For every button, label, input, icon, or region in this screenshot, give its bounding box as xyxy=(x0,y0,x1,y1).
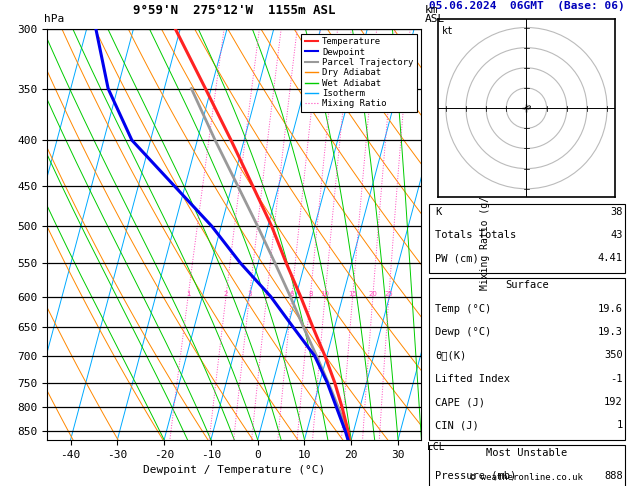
Text: -1: -1 xyxy=(610,374,623,384)
Legend: Temperature, Dewpoint, Parcel Trajectory, Dry Adiabat, Wet Adiabat, Isotherm, Mi: Temperature, Dewpoint, Parcel Trajectory… xyxy=(301,34,417,112)
Text: 05.06.2024  06GMT  (Base: 06): 05.06.2024 06GMT (Base: 06) xyxy=(429,1,625,12)
Text: Surface: Surface xyxy=(505,280,548,291)
Bar xyxy=(429,445,625,486)
Text: θᴇ(K): θᴇ(K) xyxy=(435,350,466,361)
Text: Temp (°C): Temp (°C) xyxy=(435,304,491,314)
Text: Totals Totals: Totals Totals xyxy=(435,230,516,240)
Text: 38: 38 xyxy=(610,207,623,217)
Text: LCL: LCL xyxy=(427,442,445,452)
Text: Most Unstable: Most Unstable xyxy=(486,448,567,458)
Text: 25: 25 xyxy=(384,291,393,296)
Text: 1: 1 xyxy=(186,291,191,296)
Text: 19.3: 19.3 xyxy=(598,327,623,337)
Text: 15: 15 xyxy=(348,291,357,296)
Text: 192: 192 xyxy=(604,397,623,407)
Text: 1: 1 xyxy=(616,420,623,431)
Text: 6: 6 xyxy=(289,291,294,296)
Text: 19.6: 19.6 xyxy=(598,304,623,314)
Bar xyxy=(429,278,625,440)
Text: 4.41: 4.41 xyxy=(598,253,623,263)
Text: kt: kt xyxy=(442,26,454,35)
Text: 9°59'N  275°12'W  1155m ASL: 9°59'N 275°12'W 1155m ASL xyxy=(133,4,335,17)
Text: km
ASL: km ASL xyxy=(425,5,445,24)
Text: 8: 8 xyxy=(308,291,313,296)
Text: Lifted Index: Lifted Index xyxy=(435,374,509,384)
Text: © weatheronline.co.uk: © weatheronline.co.uk xyxy=(470,473,583,482)
Text: PW (cm): PW (cm) xyxy=(435,253,479,263)
Text: 20: 20 xyxy=(369,291,377,296)
Text: 43: 43 xyxy=(610,230,623,240)
Text: Dewp (°C): Dewp (°C) xyxy=(435,327,491,337)
Text: Mixing Ratio (g/kg): Mixing Ratio (g/kg) xyxy=(480,179,490,290)
Text: hPa: hPa xyxy=(44,14,64,24)
Text: 2: 2 xyxy=(224,291,228,296)
Text: 350: 350 xyxy=(604,350,623,361)
Text: CAPE (J): CAPE (J) xyxy=(435,397,485,407)
Text: 10: 10 xyxy=(321,291,330,296)
Text: Pressure (mb): Pressure (mb) xyxy=(435,471,516,481)
Text: 3: 3 xyxy=(247,291,252,296)
Text: 4: 4 xyxy=(264,291,269,296)
X-axis label: Dewpoint / Temperature (°C): Dewpoint / Temperature (°C) xyxy=(143,465,325,475)
Text: CIN (J): CIN (J) xyxy=(435,420,479,431)
Bar xyxy=(429,204,625,273)
Text: K: K xyxy=(435,207,441,217)
Text: 888: 888 xyxy=(604,471,623,481)
